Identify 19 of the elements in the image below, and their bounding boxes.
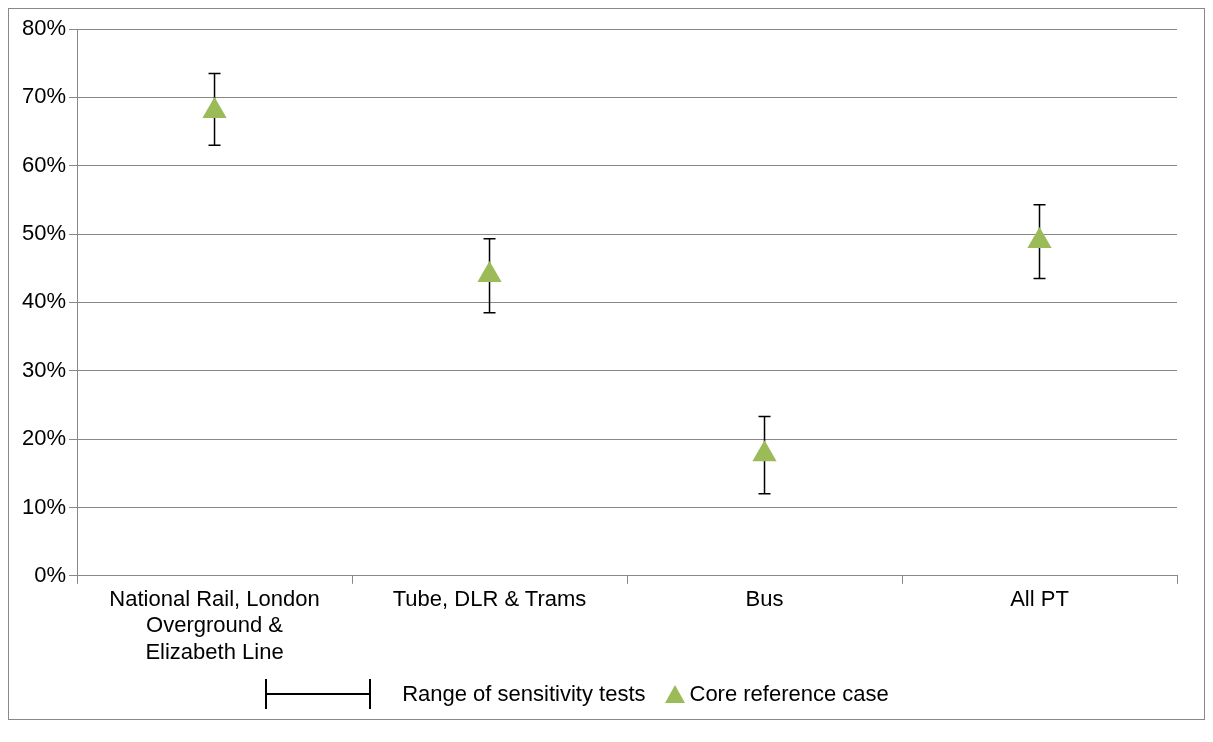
y-tick-label: 60% <box>21 151 67 177</box>
y-tick-label: 20% <box>21 425 67 451</box>
legend-label: Core reference case <box>689 681 889 707</box>
point <box>1027 226 1052 248</box>
y-tick-label: 70% <box>21 83 67 109</box>
y-tick-label: 50% <box>21 220 67 246</box>
y-tick-label: 40% <box>21 288 67 314</box>
y-tick-label: 80% <box>21 15 67 41</box>
point <box>477 261 502 283</box>
x-tick-label: National Rail, London Overground & Elizabeth Line <box>109 586 320 664</box>
y-tick-label: 10% <box>21 493 67 519</box>
y-tick-label: 0% <box>34 561 67 587</box>
point <box>752 440 777 462</box>
x-tick-label: All PT <box>1010 586 1069 612</box>
x-tick-label: Bus <box>745 586 784 612</box>
text: Range of sensitivity tests <box>402 681 646 707</box>
x-tick-label: Tube, DLR & Trams <box>392 586 587 612</box>
y-tick-label: 30% <box>21 356 67 382</box>
point <box>202 97 227 119</box>
